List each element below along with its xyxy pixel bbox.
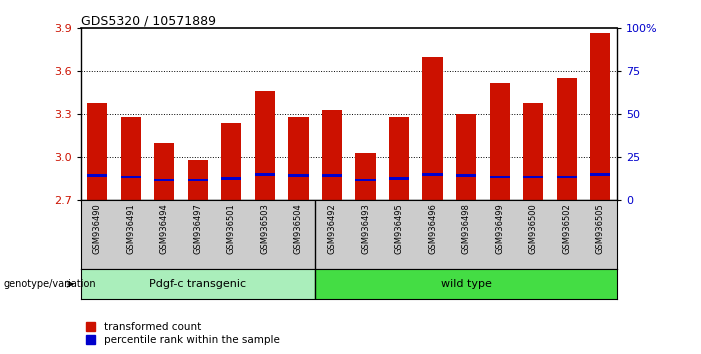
Text: GSM936498: GSM936498: [461, 204, 470, 254]
Bar: [322, 175, 342, 177]
Text: GSM936496: GSM936496: [428, 204, 437, 254]
Text: GSM936505: GSM936505: [596, 204, 605, 254]
Text: GSM936499: GSM936499: [495, 204, 504, 254]
Text: GSM936495: GSM936495: [395, 204, 404, 254]
Bar: [456, 114, 476, 200]
Bar: [154, 143, 175, 200]
Text: GSM936500: GSM936500: [529, 204, 538, 254]
Text: genotype/variation: genotype/variation: [4, 279, 96, 289]
Text: Pdgf-c transgenic: Pdgf-c transgenic: [149, 279, 247, 289]
Bar: [523, 103, 543, 200]
Bar: [423, 173, 442, 176]
Text: GSM936503: GSM936503: [261, 204, 269, 254]
Bar: [255, 173, 275, 176]
Bar: [288, 117, 308, 200]
Bar: [88, 103, 107, 200]
Bar: [121, 117, 141, 200]
Bar: [188, 179, 208, 181]
Text: GSM936502: GSM936502: [562, 204, 571, 254]
Bar: [489, 176, 510, 178]
Bar: [389, 177, 409, 180]
Bar: [557, 176, 577, 178]
Bar: [590, 33, 610, 200]
Bar: [389, 117, 409, 200]
Bar: [288, 175, 308, 177]
Bar: [154, 179, 175, 181]
Bar: [255, 91, 275, 200]
Bar: [121, 176, 141, 178]
Text: GSM936494: GSM936494: [160, 204, 169, 254]
Bar: [355, 179, 376, 181]
Text: GSM936490: GSM936490: [93, 204, 102, 254]
Text: GDS5320 / 10571889: GDS5320 / 10571889: [81, 14, 216, 27]
Bar: [322, 110, 342, 200]
Bar: [355, 153, 376, 200]
Bar: [315, 269, 617, 299]
Bar: [489, 83, 510, 200]
Legend: transformed count, percentile rank within the sample: transformed count, percentile rank withi…: [86, 322, 280, 345]
Bar: [423, 57, 442, 200]
Bar: [222, 123, 241, 200]
Bar: [523, 176, 543, 178]
Bar: [557, 78, 577, 200]
Text: GSM936501: GSM936501: [227, 204, 236, 254]
Text: GSM936491: GSM936491: [126, 204, 135, 254]
Bar: [456, 175, 476, 177]
Bar: [590, 173, 610, 176]
Bar: [222, 177, 241, 180]
Text: GSM936492: GSM936492: [327, 204, 336, 254]
Text: GSM936493: GSM936493: [361, 204, 370, 254]
Text: GSM936497: GSM936497: [193, 204, 203, 254]
Bar: [88, 175, 107, 177]
Bar: [81, 269, 315, 299]
Text: wild type: wild type: [441, 279, 491, 289]
Bar: [188, 160, 208, 200]
Text: GSM936504: GSM936504: [294, 204, 303, 254]
